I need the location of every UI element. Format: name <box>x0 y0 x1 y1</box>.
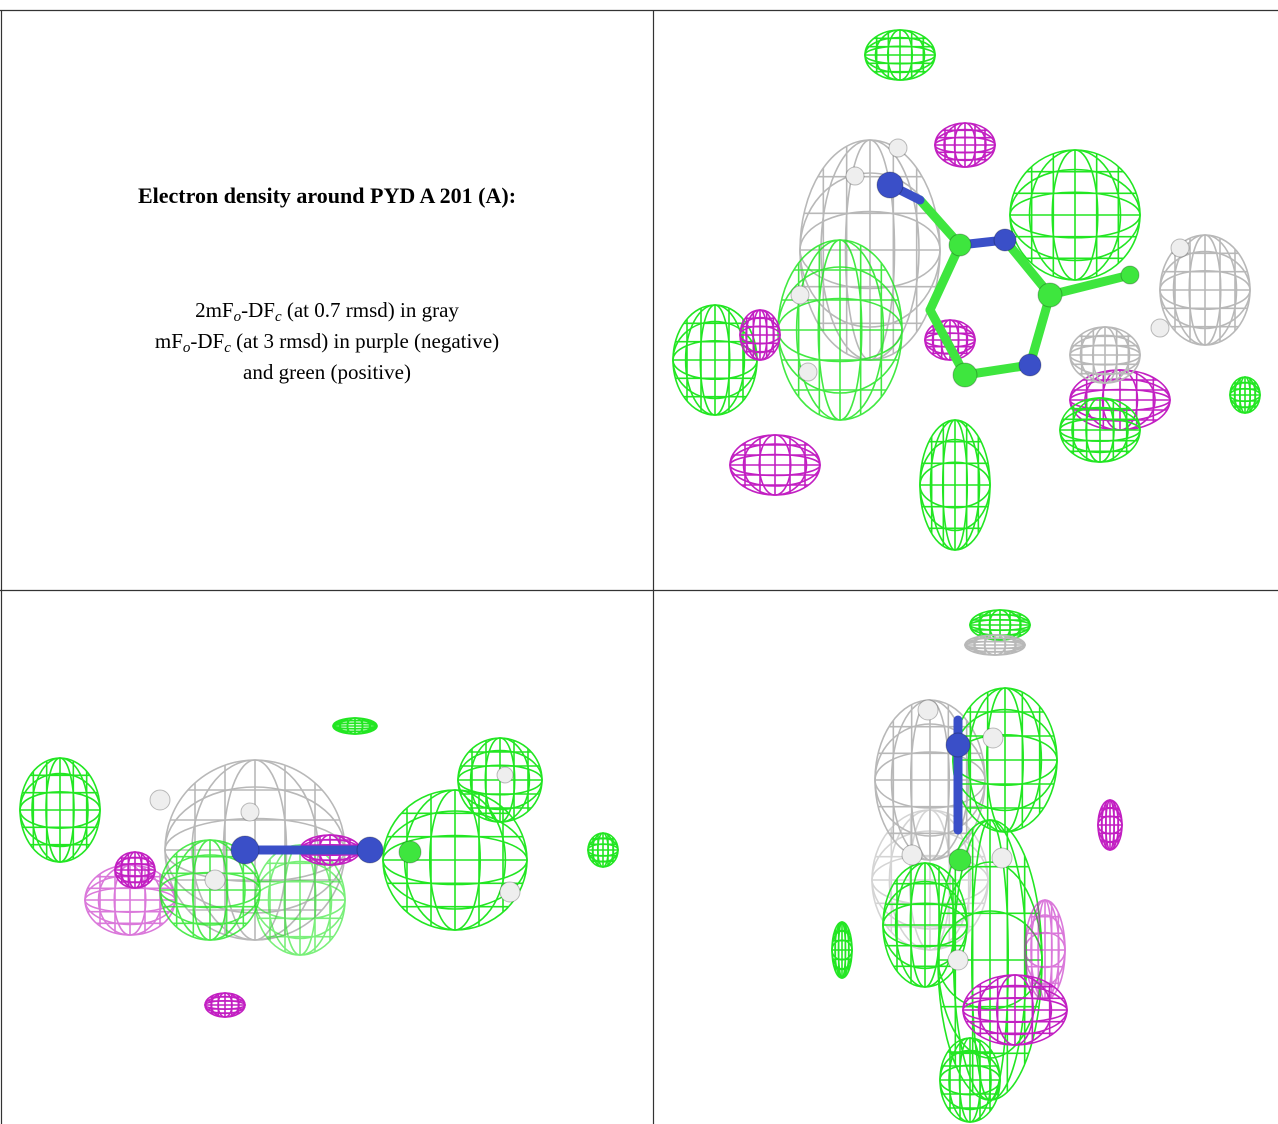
atom <box>1120 265 1140 285</box>
density-mesh <box>739 309 781 361</box>
atom <box>230 835 260 865</box>
density-mesh <box>799 139 941 361</box>
density-mesh <box>114 851 156 889</box>
density-mesh <box>1159 234 1251 346</box>
density-mesh <box>672 304 758 416</box>
density-mesh <box>1229 376 1261 414</box>
caption-line: 2mFo-DFc (at 0.7 rmsd) in gray <box>2 295 652 326</box>
text-run: mF <box>154 329 183 353</box>
atom <box>398 840 422 864</box>
atom <box>991 847 1013 869</box>
text-run: (at 0.7 rmsd) in gray <box>281 298 459 322</box>
atom <box>948 848 972 872</box>
atom <box>1150 318 1170 338</box>
density-mesh <box>777 239 903 421</box>
atom <box>982 727 1004 749</box>
atom <box>888 138 908 158</box>
text-run: (at 3 rmsd) in purple (negative) <box>230 329 500 353</box>
density-mesh <box>864 29 936 81</box>
caption-lines: 2mFo-DFc (at 0.7 rmsd) in gray mFo-DFc (a… <box>2 295 652 388</box>
density-mesh <box>587 832 619 868</box>
atom <box>948 233 972 257</box>
text-run: -DF <box>190 329 225 353</box>
density-mesh <box>964 634 1026 656</box>
caption-line: and green (positive) <box>2 357 652 388</box>
density-mesh <box>1069 326 1141 384</box>
atom <box>1170 238 1190 258</box>
atom <box>845 166 865 186</box>
subscript: o <box>182 340 191 356</box>
caption-line: mFo-DFc (at 3 rmsd) in purple (negative) <box>2 326 652 357</box>
atom <box>790 285 810 305</box>
density-mesh <box>1009 149 1141 281</box>
density-mesh <box>831 921 853 979</box>
text-run: 2mF <box>195 298 234 322</box>
density-mesh <box>159 839 261 941</box>
atom <box>876 171 904 199</box>
atom <box>798 362 818 382</box>
density-mesh <box>1059 397 1141 463</box>
subscript: c <box>274 309 282 325</box>
atom <box>499 881 521 903</box>
atom <box>917 699 939 721</box>
bond <box>925 305 970 380</box>
atom <box>993 228 1017 252</box>
atom <box>945 732 971 758</box>
bond <box>1045 270 1135 300</box>
atom <box>204 869 226 891</box>
atom <box>947 949 969 971</box>
atom <box>1018 353 1042 377</box>
atom <box>149 789 171 811</box>
density-mesh <box>934 122 996 168</box>
text-run: -DF <box>241 298 275 322</box>
atom <box>1037 282 1063 308</box>
caption-cell: Electron density around PYD A 201 (A): 2… <box>2 11 652 589</box>
table-borders <box>0 9 1278 1124</box>
density-mesh <box>1024 899 1066 1001</box>
subscript: o <box>233 309 242 325</box>
bond <box>1025 290 1055 370</box>
density-mesh <box>924 319 976 361</box>
density-mesh <box>332 717 378 735</box>
density-mesh <box>19 757 101 863</box>
density-mesh <box>1097 799 1123 851</box>
density-mesh <box>952 687 1058 833</box>
bond <box>925 240 965 315</box>
atom <box>952 362 978 388</box>
density-mesh <box>919 419 991 551</box>
density-mesh <box>939 1037 1001 1123</box>
density-mesh <box>254 844 346 956</box>
atom <box>901 844 923 866</box>
atom <box>496 766 514 784</box>
density-mesh <box>729 434 821 496</box>
text-run: and green (positive) <box>243 360 411 384</box>
caption-title: Electron density around PYD A 201 (A): <box>137 183 517 208</box>
atom <box>356 836 384 864</box>
subscript: c <box>224 340 231 356</box>
atom <box>240 802 260 822</box>
density-mesh <box>204 992 246 1018</box>
